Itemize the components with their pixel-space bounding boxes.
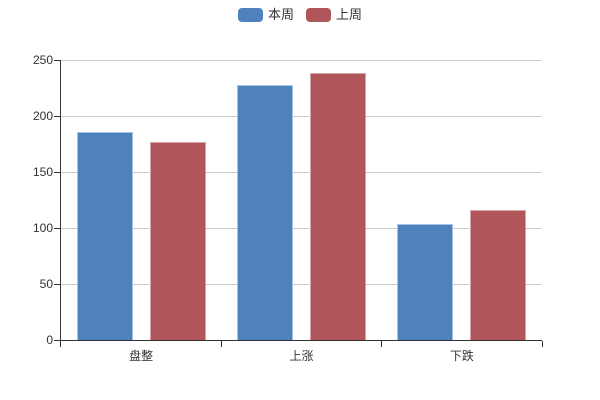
legend-item-last-week[interactable]: 上周 <box>306 8 362 22</box>
y-axis-tick <box>54 283 60 285</box>
y-gridline <box>61 283 542 285</box>
y-axis-label: 0 <box>46 333 53 347</box>
plot-area: 0 50 100 150 200 250 盘整 上涨 下跌 <box>33 53 543 363</box>
bar-this-week-1[interactable] <box>76 132 133 340</box>
legend-swatch <box>306 8 331 22</box>
legend-label: 本周 <box>267 7 294 22</box>
y-axis-tick <box>54 227 60 229</box>
y-axis-label: 200 <box>32 109 53 123</box>
y-axis-label: 250 <box>32 53 53 67</box>
legend-item-this-week[interactable]: 本周 <box>237 7 294 22</box>
x-axis-category-label: 盘整 <box>129 349 154 363</box>
y-axis-tick <box>54 339 60 341</box>
x-axis-tick <box>541 341 543 347</box>
bar-last-week-3[interactable] <box>470 210 527 340</box>
y-gridline <box>61 171 542 173</box>
y-axis-label: 100 <box>32 221 53 235</box>
chart-legend: 本周 上周 <box>0 8 600 22</box>
y-gridline <box>61 115 542 117</box>
x-axis-category-label: 上涨 <box>289 349 314 363</box>
y-axis-tick <box>54 115 60 117</box>
y-axis-tick <box>54 171 60 173</box>
y-gridline <box>61 227 542 229</box>
x-axis-category-label: 下跌 <box>449 349 474 363</box>
bar-last-week-1[interactable] <box>149 142 206 340</box>
y-axis-label: 150 <box>32 165 53 179</box>
bar-this-week-2[interactable] <box>237 85 293 340</box>
y-axis-tick <box>54 59 60 61</box>
bar-this-week-3[interactable] <box>397 224 454 340</box>
y-gridline <box>61 59 542 61</box>
x-axis-tick <box>60 341 61 347</box>
x-axis-tick <box>381 341 383 347</box>
y-axis-label: 50 <box>39 277 53 291</box>
legend-swatch <box>237 8 263 22</box>
legend-label: 上周 <box>336 7 363 22</box>
x-axis-tick <box>220 341 222 347</box>
bar-last-week-2[interactable] <box>310 73 366 340</box>
